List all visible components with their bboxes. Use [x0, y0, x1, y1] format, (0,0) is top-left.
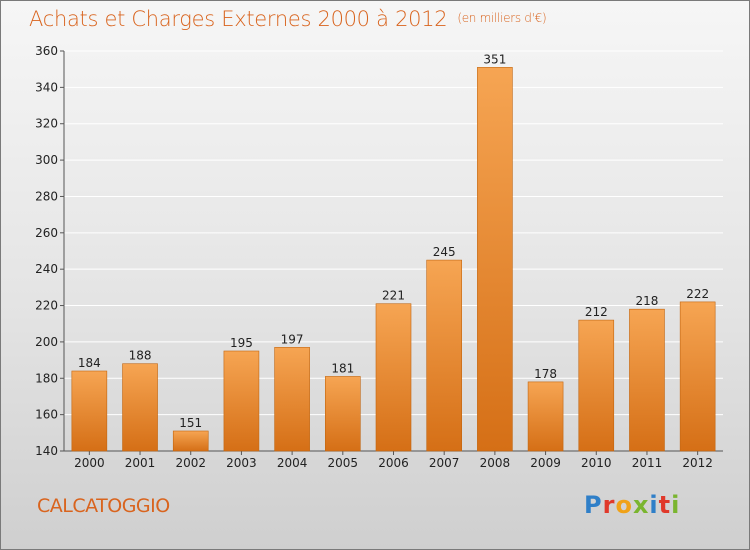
bars [71, 67, 716, 452]
bar-2011 [629, 308, 665, 452]
x-tick-label-2010: 2010 [581, 456, 612, 470]
y-tick-label: 320 [35, 117, 58, 131]
brand-letter: r [602, 491, 616, 519]
x-tick-label-2003: 2003 [226, 456, 257, 470]
y-tick-label: 300 [35, 153, 58, 167]
x-tick-label-2004: 2004 [277, 456, 308, 470]
y-tick-label: 140 [35, 444, 58, 458]
y-tick-label: 340 [35, 80, 58, 94]
data-label-2012: 222 [686, 287, 709, 301]
brand-letter: t [658, 491, 672, 519]
brand-logo: Proxiti [584, 491, 680, 519]
y-tick-label: 160 [35, 408, 58, 422]
x-tick-label-2000: 2000 [74, 456, 105, 470]
bar-2004 [274, 347, 310, 452]
bar-2009 [527, 381, 564, 452]
x-tick-label-2002: 2002 [175, 456, 206, 470]
x-tick-label-2005: 2005 [328, 456, 359, 470]
bar-2003 [223, 350, 260, 452]
y-tick-label: 180 [35, 371, 58, 385]
y-tick-label: 360 [35, 44, 58, 58]
brand-letter: x [632, 491, 650, 519]
bar-2012 [679, 301, 716, 452]
commune-name: CALCATOGGIO [37, 495, 170, 517]
brand-letter: P [584, 491, 603, 519]
brand-letter: i [649, 491, 659, 519]
bar-2010 [578, 319, 615, 452]
bar-2007 [426, 259, 462, 452]
x-tick-label-2008: 2008 [480, 456, 511, 470]
bar-2000 [71, 370, 108, 452]
data-label-2000: 184 [78, 356, 101, 370]
data-label-2011: 218 [636, 294, 659, 308]
x-tick-label-2011: 2011 [632, 456, 663, 470]
data-label-2003: 195 [230, 336, 253, 350]
data-label-2009: 178 [534, 367, 557, 381]
x-tick-label-2009: 2009 [530, 456, 561, 470]
chart-unit-note: (en milliers d'€) [457, 11, 547, 25]
data-label-2002: 151 [179, 416, 202, 430]
data-label-2001: 188 [129, 349, 152, 363]
x-tick-label-2012: 2012 [682, 456, 713, 470]
x-tick-label-2001: 2001 [125, 456, 156, 470]
y-tick-label: 200 [35, 335, 58, 349]
bar-2006 [375, 303, 412, 452]
data-label-2010: 212 [585, 305, 608, 319]
brand-letter: i [671, 491, 681, 519]
chart-title-text: Achats et Charges Externes 2000 à 2012 [29, 7, 448, 31]
x-tick-label-2006: 2006 [378, 456, 409, 470]
bar-2005 [325, 376, 361, 452]
data-label-2005: 181 [331, 361, 354, 375]
y-tick-label: 280 [35, 189, 58, 203]
chart-title: Achats et Charges Externes 2000 à 2012 (e… [29, 7, 547, 31]
data-label-2008: 351 [483, 52, 506, 66]
y-tick-label: 220 [35, 299, 58, 313]
data-label-2006: 221 [382, 289, 405, 303]
x-tick-label-2007: 2007 [429, 456, 460, 470]
data-label-2004: 197 [281, 332, 304, 346]
bar-2001 [122, 363, 158, 452]
bar-2008 [477, 67, 513, 452]
data-label-2007: 245 [433, 245, 456, 259]
brand-letter: o [615, 491, 633, 519]
bar-2002 [172, 430, 209, 452]
data-labels: 184 188 151 195 197 181 221 245 351 178 212 218 222 [78, 52, 709, 430]
y-tick-label: 260 [35, 226, 58, 240]
y-tick-label: 240 [35, 262, 58, 276]
